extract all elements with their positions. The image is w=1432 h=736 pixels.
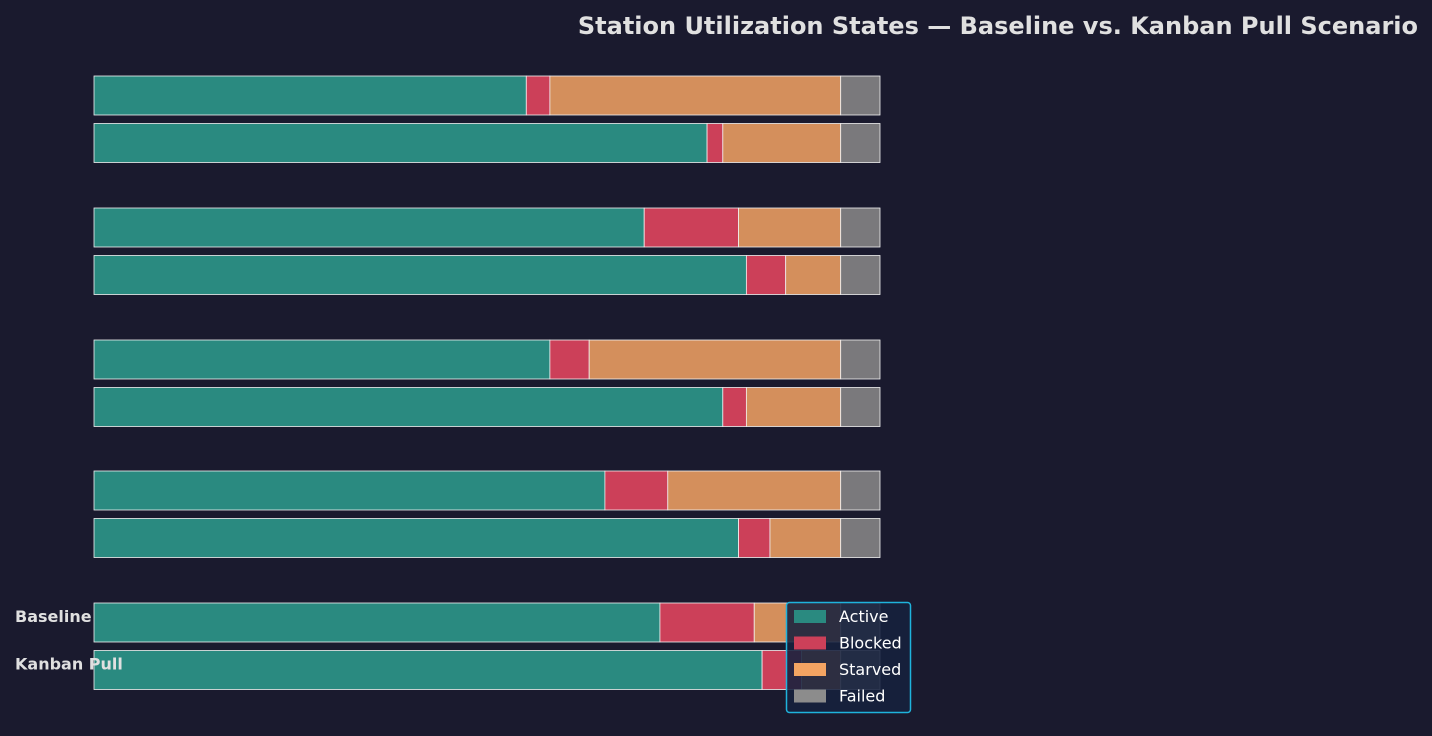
bars	[93, 75, 881, 690]
bar-segment-group2-baseline-blocked	[643, 207, 739, 248]
bar-segment-group3-kanban-blocked	[722, 387, 747, 427]
bar-segment-group2-kanban-blocked	[745, 255, 787, 295]
bar-segment-group2-kanban-active	[93, 255, 747, 295]
bar-segment-group4-kanban-starved	[769, 518, 842, 558]
bar-segment-group3-baseline-failed	[840, 339, 881, 380]
bar-segment-group1-kanban-starved	[722, 123, 842, 163]
legend-label-active: Active	[839, 607, 889, 626]
legend-swatch-active	[794, 610, 826, 623]
legend-label-starved: Starved	[839, 660, 901, 679]
scenario-label-kanban: Kanban Pull	[15, 655, 123, 674]
bar-segment-group2-baseline-starved	[738, 207, 842, 248]
bar-segment-group2-kanban-failed	[840, 255, 881, 295]
bar-segment-group4-baseline-starved	[667, 470, 842, 511]
bar-segment-group4-kanban-active	[93, 518, 739, 558]
bar-segment-group3-kanban-active	[93, 387, 724, 427]
bar-segment-group4-kanban-blocked	[738, 518, 771, 558]
legend-swatch-starved	[794, 663, 826, 676]
legend-swatch-blocked	[794, 636, 826, 650]
legend: Active Blocked Starved Failed	[785, 601, 912, 714]
legend-swatch-failed	[794, 689, 826, 703]
bar-segment-group2-baseline-failed	[840, 207, 881, 248]
bar-segment-group4-kanban-failed	[840, 518, 881, 558]
chart-title: Station Utilization States — Baseline vs…	[578, 12, 1418, 40]
bar-segment-group3-baseline-active	[93, 339, 551, 380]
bar-segment-group1-baseline-active	[93, 75, 527, 116]
bar-segment-group3-baseline-blocked	[549, 339, 590, 380]
bar-segment-group5-baseline-blocked	[659, 602, 755, 643]
bar-segment-group4-baseline-failed	[840, 470, 881, 511]
bar-segment-group3-kanban-starved	[745, 387, 842, 427]
bar-segment-group1-kanban-failed	[840, 123, 881, 163]
legend-label-failed: Failed	[839, 687, 885, 706]
bar-segment-group2-kanban-starved	[785, 255, 842, 295]
bar-segment-group1-baseline-starved	[549, 75, 842, 116]
bar-segment-group1-baseline-blocked	[525, 75, 551, 116]
bar-segment-group3-kanban-failed	[840, 387, 881, 427]
scenario-label-baseline: Baseline	[15, 607, 92, 626]
bar-segment-group1-kanban-active	[93, 123, 708, 163]
bar-segment-group5-kanban-active	[93, 650, 763, 690]
bar-segment-group4-baseline-active	[93, 470, 606, 511]
bar-segment-group2-baseline-active	[93, 207, 645, 248]
bar-segment-group4-baseline-blocked	[604, 470, 669, 511]
row-labels: Baseline Kanban Pull	[15, 607, 123, 674]
legend-label-blocked: Blocked	[839, 634, 902, 653]
bar-segment-group3-baseline-starved	[588, 339, 842, 380]
bar-segment-group1-baseline-failed	[840, 75, 881, 116]
bar-segment-group5-baseline-active	[93, 602, 661, 643]
legend-box	[785, 601, 912, 714]
bar-segment-group1-kanban-blocked	[706, 123, 724, 163]
